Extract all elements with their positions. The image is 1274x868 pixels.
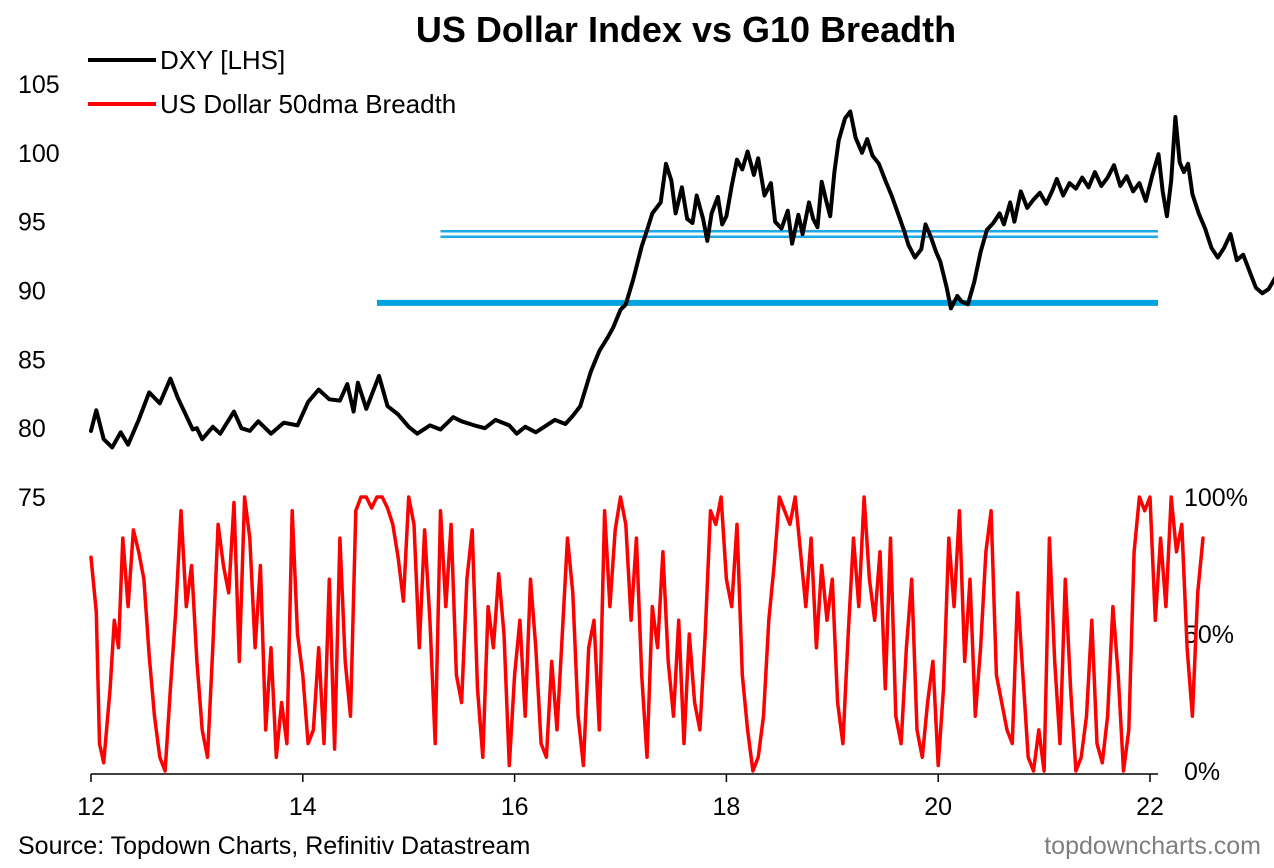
series-line-breadth — [89, 495, 1205, 773]
right-axis-ticks: 100% 50% 0% — [1184, 484, 1248, 786]
left-tick-label: 75 — [18, 484, 46, 512]
left-tick-label: 105 — [18, 71, 60, 99]
x-axis-ticks: 12 14 16 18 20 22 — [77, 774, 1164, 821]
brand-watermark: topdowncharts.com — [1044, 832, 1261, 860]
legend-label-breadth: US Dollar 50dma Breadth — [160, 89, 456, 119]
x-tick-label: 18 — [712, 793, 740, 821]
x-tick-label: 20 — [924, 793, 952, 821]
right-tick-label: 50% — [1184, 621, 1234, 649]
left-tick-label: 90 — [18, 278, 46, 306]
source-note: Source: Topdown Charts, Refinitiv Datast… — [18, 832, 530, 860]
x-tick-label: 16 — [501, 793, 529, 821]
left-tick-label: 80 — [18, 415, 46, 443]
left-tick-label: 100 — [18, 140, 60, 168]
x-tick-label: 22 — [1136, 793, 1164, 821]
left-axis-ticks: 105 100 95 90 85 80 75 — [18, 71, 60, 512]
chart-title: US Dollar Index vs G10 Breadth — [416, 9, 956, 50]
legend-label-dxy: DXY [LHS] — [160, 45, 285, 75]
x-tick-label: 14 — [289, 793, 317, 821]
right-tick-label: 100% — [1184, 484, 1248, 512]
right-tick-label: 0% — [1184, 758, 1220, 786]
series-line-dxy — [89, 109, 1274, 450]
left-tick-label: 95 — [18, 209, 46, 237]
plot-area — [89, 109, 1274, 773]
left-tick-label: 85 — [18, 346, 46, 374]
legend: DXY [LHS] US Dollar 50dma Breadth — [88, 45, 456, 119]
x-tick-label: 12 — [77, 793, 105, 821]
